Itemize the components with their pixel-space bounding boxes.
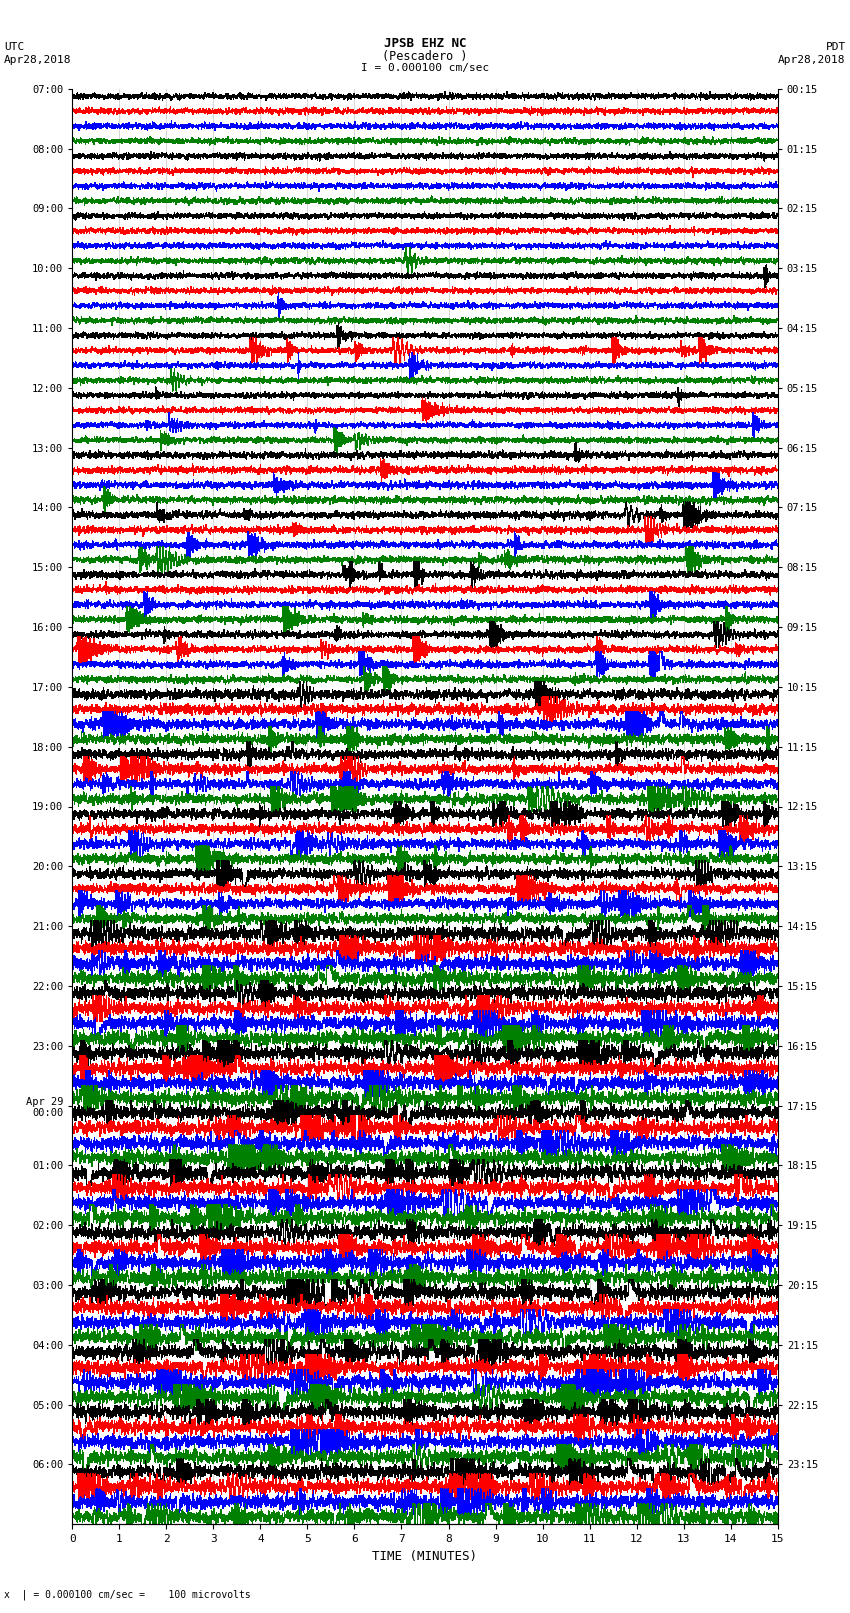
Text: Apr28,2018: Apr28,2018 (4, 55, 71, 65)
Text: UTC: UTC (4, 42, 25, 52)
Text: (Pescadero ): (Pescadero ) (382, 50, 468, 63)
Text: I = 0.000100 cm/sec: I = 0.000100 cm/sec (361, 63, 489, 73)
Text: Apr28,2018: Apr28,2018 (779, 55, 846, 65)
Text: x  | = 0.000100 cm/sec =    100 microvolts: x | = 0.000100 cm/sec = 100 microvolts (4, 1589, 251, 1600)
Text: PDT: PDT (825, 42, 846, 52)
Text: JPSB EHZ NC: JPSB EHZ NC (383, 37, 467, 50)
X-axis label: TIME (MINUTES): TIME (MINUTES) (372, 1550, 478, 1563)
